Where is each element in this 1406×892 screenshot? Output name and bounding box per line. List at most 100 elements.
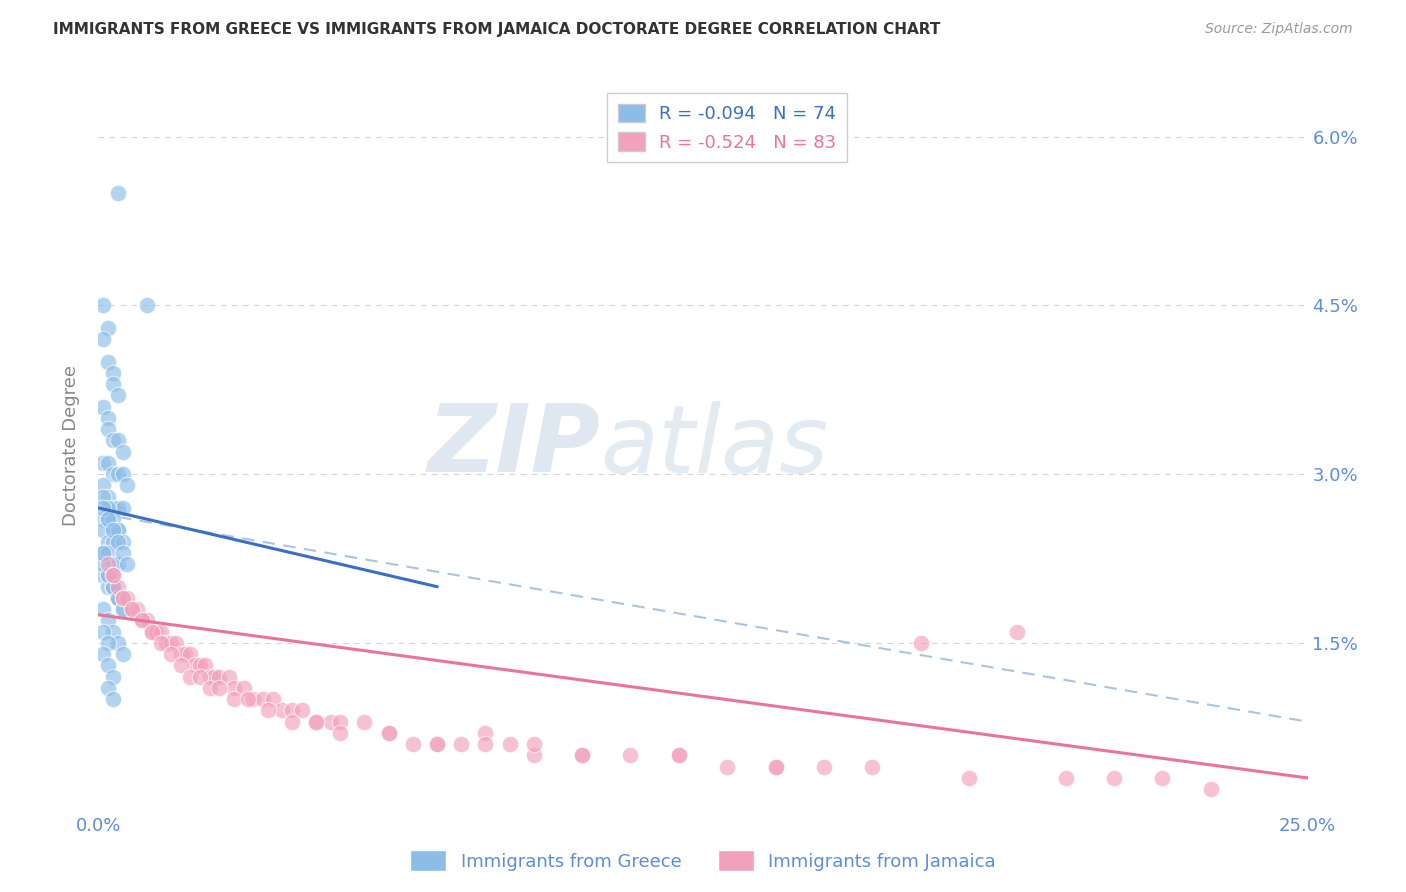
Point	[305, 714, 328, 729]
Point	[107, 557, 129, 571]
Point	[474, 726, 496, 740]
Point	[101, 534, 124, 549]
Point	[101, 524, 124, 538]
Point	[1102, 771, 1125, 785]
Point	[281, 703, 304, 717]
Point	[141, 624, 163, 639]
Point	[91, 546, 114, 560]
Point	[91, 557, 114, 571]
Point	[107, 580, 129, 594]
Point	[111, 546, 134, 560]
Point	[1054, 771, 1077, 785]
Point	[232, 681, 254, 695]
Point	[135, 298, 157, 312]
Point	[305, 714, 328, 729]
Point	[169, 658, 191, 673]
Point	[426, 737, 449, 751]
Point	[91, 456, 114, 470]
Point	[1007, 624, 1029, 639]
Point	[91, 400, 114, 414]
Point	[127, 602, 149, 616]
Point	[523, 737, 546, 751]
Point	[668, 748, 690, 763]
Text: IMMIGRANTS FROM GREECE VS IMMIGRANTS FROM JAMAICA DOCTORATE DEGREE CORRELATION C: IMMIGRANTS FROM GREECE VS IMMIGRANTS FRO…	[53, 22, 941, 37]
Point	[242, 692, 264, 706]
Text: atlas: atlas	[600, 401, 828, 491]
Point	[165, 636, 187, 650]
Point	[91, 298, 114, 312]
Point	[97, 546, 120, 560]
Point	[353, 714, 375, 729]
Point	[101, 467, 124, 482]
Point	[402, 737, 425, 751]
Point	[97, 658, 120, 673]
Point	[107, 591, 129, 605]
Point	[91, 512, 114, 526]
Point	[97, 422, 120, 436]
Point	[101, 568, 124, 582]
Point	[91, 546, 114, 560]
Point	[121, 602, 143, 616]
Point	[97, 580, 120, 594]
Text: Source: ZipAtlas.com: Source: ZipAtlas.com	[1205, 22, 1353, 37]
Point	[160, 636, 183, 650]
Point	[174, 647, 197, 661]
Point	[668, 748, 690, 763]
Point	[426, 737, 449, 751]
Point	[111, 444, 134, 458]
Point	[523, 748, 546, 763]
Point	[101, 557, 124, 571]
Point	[97, 410, 120, 425]
Point	[198, 681, 221, 695]
Point	[101, 670, 124, 684]
Point	[91, 490, 114, 504]
Point	[107, 500, 129, 515]
Point	[222, 681, 245, 695]
Point	[131, 614, 153, 628]
Point	[91, 647, 114, 661]
Point	[111, 602, 134, 616]
Point	[101, 524, 124, 538]
Point	[619, 748, 641, 763]
Point	[111, 534, 134, 549]
Point	[319, 714, 342, 729]
Point	[571, 748, 593, 763]
Point	[1152, 771, 1174, 785]
Point	[208, 681, 231, 695]
Point	[290, 703, 312, 717]
Point	[91, 332, 114, 346]
Point	[107, 591, 129, 605]
Point	[1199, 782, 1222, 797]
Point	[150, 624, 173, 639]
Point	[208, 670, 231, 684]
Point	[281, 714, 304, 729]
Point	[91, 602, 114, 616]
Point	[91, 624, 114, 639]
Point	[188, 670, 211, 684]
Point	[256, 703, 278, 717]
Point	[97, 490, 120, 504]
Point	[101, 512, 124, 526]
Point	[141, 624, 163, 639]
Point	[813, 760, 835, 774]
Point	[107, 534, 129, 549]
Point	[91, 524, 114, 538]
Point	[97, 512, 120, 526]
Point	[910, 636, 932, 650]
Point	[194, 658, 217, 673]
Point	[179, 670, 201, 684]
Point	[97, 636, 120, 650]
Point	[135, 614, 157, 628]
Point	[271, 703, 294, 717]
Point	[145, 624, 167, 639]
Point	[131, 614, 153, 628]
Point	[107, 591, 129, 605]
Legend: Immigrants from Greece, Immigrants from Jamaica: Immigrants from Greece, Immigrants from …	[404, 843, 1002, 879]
Point	[117, 591, 139, 605]
Point	[101, 500, 124, 515]
Point	[716, 760, 738, 774]
Point	[107, 186, 129, 200]
Point	[571, 748, 593, 763]
Point	[101, 568, 124, 582]
Text: ZIP: ZIP	[427, 400, 600, 492]
